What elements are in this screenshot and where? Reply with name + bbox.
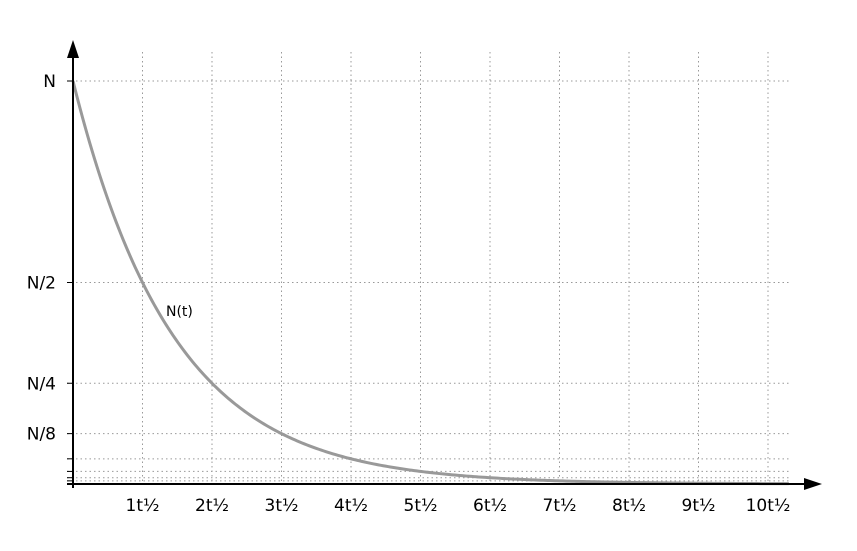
- y-axis-arrowhead: [67, 40, 79, 58]
- x-tick-label: 9t½: [682, 496, 716, 516]
- axes: [67, 40, 822, 490]
- x-axis-arrowhead: [804, 478, 822, 490]
- y-tick-label: N/8: [27, 425, 56, 445]
- curve-layer: [71, 80, 789, 486]
- series-label-n-t: N(t): [166, 304, 193, 320]
- x-tick-label: 3t½: [265, 496, 299, 516]
- x-tick-label: 5t½: [404, 496, 438, 516]
- series-line-n-t: [71, 80, 789, 486]
- x-tick-label: 4t½: [334, 496, 368, 516]
- x-tick-label: 2t½: [195, 496, 229, 516]
- x-tick-label: 1t½: [126, 496, 160, 516]
- y-tick-label: N: [43, 72, 56, 92]
- y-tick-label: N/4: [27, 374, 56, 394]
- x-tick-label: 10t½: [746, 496, 791, 516]
- y-tick-label: N/2: [27, 274, 56, 294]
- grid: [67, 52, 790, 484]
- x-tick-label: 7t½: [543, 496, 577, 516]
- x-tick-label: 8t½: [612, 496, 646, 516]
- tick-labels: 1t½ 2t½ 3t½ 4t½ 5t½ 6t½ 7t½ 8t½ 9t½ 10t½ N N/2 N/4 N/…: [27, 72, 791, 516]
- x-tick-label: 6t½: [473, 496, 507, 516]
